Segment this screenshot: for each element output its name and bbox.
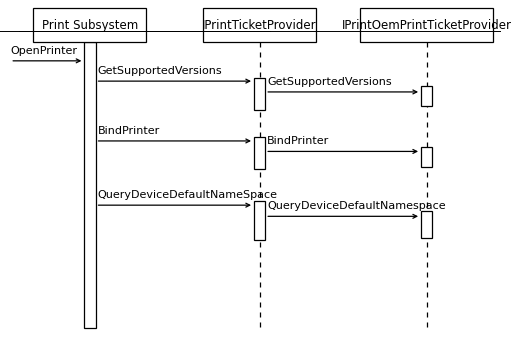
Text: QueryDeviceDefaultNameSpace: QueryDeviceDefaultNameSpace bbox=[98, 190, 278, 200]
Bar bbox=[84, 42, 96, 328]
Text: BindPrinter: BindPrinter bbox=[267, 136, 329, 146]
Bar bbox=[254, 78, 265, 110]
Text: GetSupportedVersions: GetSupportedVersions bbox=[267, 77, 392, 87]
Text: Print Subsystem: Print Subsystem bbox=[42, 19, 138, 32]
Bar bbox=[203, 8, 316, 42]
Bar bbox=[254, 137, 265, 169]
Text: BindPrinter: BindPrinter bbox=[98, 126, 160, 136]
Text: GetSupportedVersions: GetSupportedVersions bbox=[98, 66, 222, 76]
Text: OpenPrinter: OpenPrinter bbox=[10, 46, 77, 56]
Text: QueryDeviceDefaultNamespace: QueryDeviceDefaultNamespace bbox=[267, 201, 446, 211]
Text: IPrintTicketProvider: IPrintTicketProvider bbox=[202, 19, 317, 32]
Bar bbox=[421, 86, 432, 106]
Bar bbox=[421, 147, 432, 167]
Bar bbox=[33, 8, 146, 42]
Bar bbox=[254, 201, 265, 240]
Bar bbox=[421, 211, 432, 238]
Bar bbox=[360, 8, 493, 42]
Text: IPrintOemPrintTicketProvider: IPrintOemPrintTicketProvider bbox=[342, 19, 511, 32]
